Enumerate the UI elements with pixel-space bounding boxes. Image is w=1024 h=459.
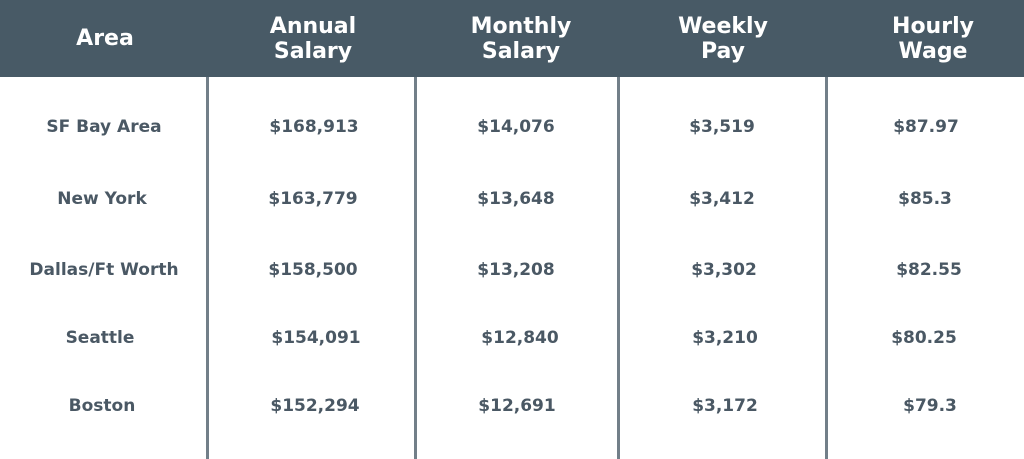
cell-weekly-pay: $3,172: [692, 396, 758, 416]
cell-annual-salary: $152,294: [270, 396, 360, 416]
column-header-line: Pay: [700, 38, 746, 64]
cell-monthly-salary: $13,648: [477, 189, 555, 209]
cell-area: Boston: [68, 396, 136, 416]
column-header-line: Salary: [273, 38, 353, 64]
column-divider: [825, 77, 828, 459]
column-divider: [617, 77, 620, 459]
column-header-line: Wage: [898, 38, 968, 64]
table-header: Area Annual Salary Monthly Salary Weekly…: [0, 0, 1024, 77]
cell-monthly-salary: $14,076: [477, 117, 555, 137]
column-header-annual-salary: Annual Salary: [210, 0, 416, 77]
cell-weekly-pay: $3,412: [689, 189, 755, 209]
column-header-line: Hourly: [892, 13, 974, 39]
column-header-monthly-salary: Monthly Salary: [416, 0, 626, 77]
cell-annual-salary: $154,091: [271, 328, 361, 348]
column-header-line: Salary: [481, 38, 561, 64]
cell-weekly-pay: $3,519: [689, 117, 755, 137]
cell-monthly-salary: $13,208: [477, 260, 555, 280]
cell-hourly-wage: $79.3: [903, 396, 957, 416]
cell-hourly-wage: $85.3: [898, 189, 952, 209]
column-header-line: Annual: [269, 13, 357, 39]
cell-weekly-pay: $3,302: [691, 260, 757, 280]
cell-area: Dallas/Ft Worth: [29, 260, 179, 280]
cell-hourly-wage: $87.97: [893, 117, 959, 137]
column-header-weekly-pay: Weekly Pay: [620, 0, 826, 77]
cell-area: Seattle: [65, 328, 135, 348]
cell-hourly-wage: $80.25: [891, 328, 957, 348]
column-header-line: Area: [76, 26, 134, 51]
cell-monthly-salary: $12,840: [481, 328, 559, 348]
cell-weekly-pay: $3,210: [692, 328, 758, 348]
cell-hourly-wage: $82.55: [896, 260, 962, 280]
column-header-hourly-wage: Hourly Wage: [828, 0, 1024, 77]
cell-annual-salary: $168,913: [269, 117, 359, 137]
column-divider: [414, 77, 417, 459]
cell-annual-salary: $163,779: [268, 189, 358, 209]
cell-annual-salary: $158,500: [268, 260, 358, 280]
cell-area: New York: [57, 189, 147, 209]
column-divider: [206, 77, 209, 459]
column-header-line: Monthly: [470, 13, 572, 39]
cell-area: SF Bay Area: [46, 117, 162, 137]
cell-monthly-salary: $12,691: [478, 396, 556, 416]
column-header-line: Weekly: [678, 13, 768, 39]
column-header-area: Area: [0, 0, 210, 77]
